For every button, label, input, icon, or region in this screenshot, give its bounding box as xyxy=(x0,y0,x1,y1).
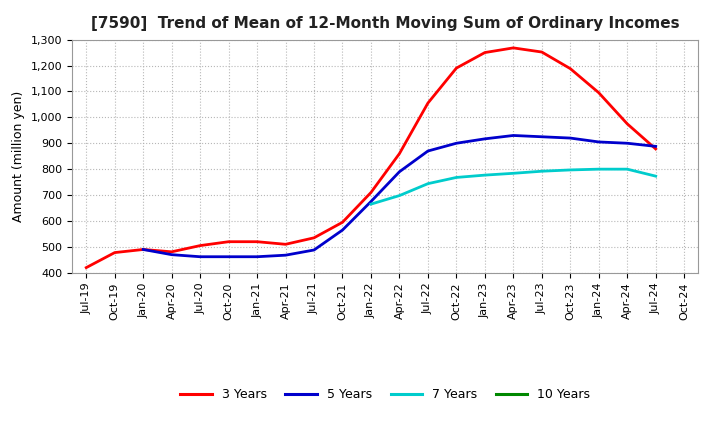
7 Years xyxy=(509,171,518,176)
3 Years xyxy=(423,100,432,106)
3 Years xyxy=(196,243,204,248)
Line: 5 Years: 5 Years xyxy=(143,136,656,257)
3 Years xyxy=(395,151,404,156)
Title: [7590]  Trend of Mean of 12-Month Moving Sum of Ordinary Incomes: [7590] Trend of Mean of 12-Month Moving … xyxy=(91,16,680,32)
3 Years xyxy=(139,247,148,252)
7 Years xyxy=(366,202,375,207)
7 Years xyxy=(537,169,546,174)
7 Years xyxy=(652,173,660,179)
3 Years xyxy=(253,239,261,244)
3 Years xyxy=(480,50,489,55)
5 Years xyxy=(395,169,404,174)
7 Years xyxy=(623,166,631,172)
3 Years xyxy=(310,235,318,240)
3 Years xyxy=(452,66,461,71)
3 Years xyxy=(509,45,518,51)
7 Years xyxy=(395,193,404,198)
3 Years xyxy=(82,265,91,270)
5 Years xyxy=(282,253,290,258)
5 Years xyxy=(509,133,518,138)
5 Years xyxy=(366,199,375,204)
5 Years xyxy=(253,254,261,259)
5 Years xyxy=(652,144,660,149)
3 Years xyxy=(566,66,575,71)
Y-axis label: Amount (million yen): Amount (million yen) xyxy=(12,91,25,222)
Line: 3 Years: 3 Years xyxy=(86,48,656,268)
5 Years xyxy=(566,136,575,141)
5 Years xyxy=(423,148,432,154)
3 Years xyxy=(623,121,631,126)
Legend: 3 Years, 5 Years, 7 Years, 10 Years: 3 Years, 5 Years, 7 Years, 10 Years xyxy=(176,384,595,407)
5 Years xyxy=(167,252,176,257)
7 Years xyxy=(452,175,461,180)
3 Years xyxy=(110,250,119,255)
5 Years xyxy=(225,254,233,259)
5 Years xyxy=(480,136,489,142)
3 Years xyxy=(282,242,290,247)
7 Years xyxy=(566,167,575,172)
3 Years xyxy=(537,49,546,55)
5 Years xyxy=(196,254,204,259)
5 Years xyxy=(338,227,347,233)
5 Years xyxy=(310,247,318,253)
7 Years xyxy=(595,166,603,172)
3 Years xyxy=(225,239,233,244)
Line: 7 Years: 7 Years xyxy=(371,169,656,204)
7 Years xyxy=(423,181,432,186)
3 Years xyxy=(167,249,176,254)
3 Years xyxy=(366,190,375,195)
3 Years xyxy=(595,90,603,95)
3 Years xyxy=(652,147,660,152)
5 Years xyxy=(139,247,148,252)
3 Years xyxy=(338,220,347,225)
7 Years xyxy=(480,172,489,178)
5 Years xyxy=(623,141,631,146)
5 Years xyxy=(452,141,461,146)
5 Years xyxy=(537,134,546,139)
5 Years xyxy=(595,139,603,145)
